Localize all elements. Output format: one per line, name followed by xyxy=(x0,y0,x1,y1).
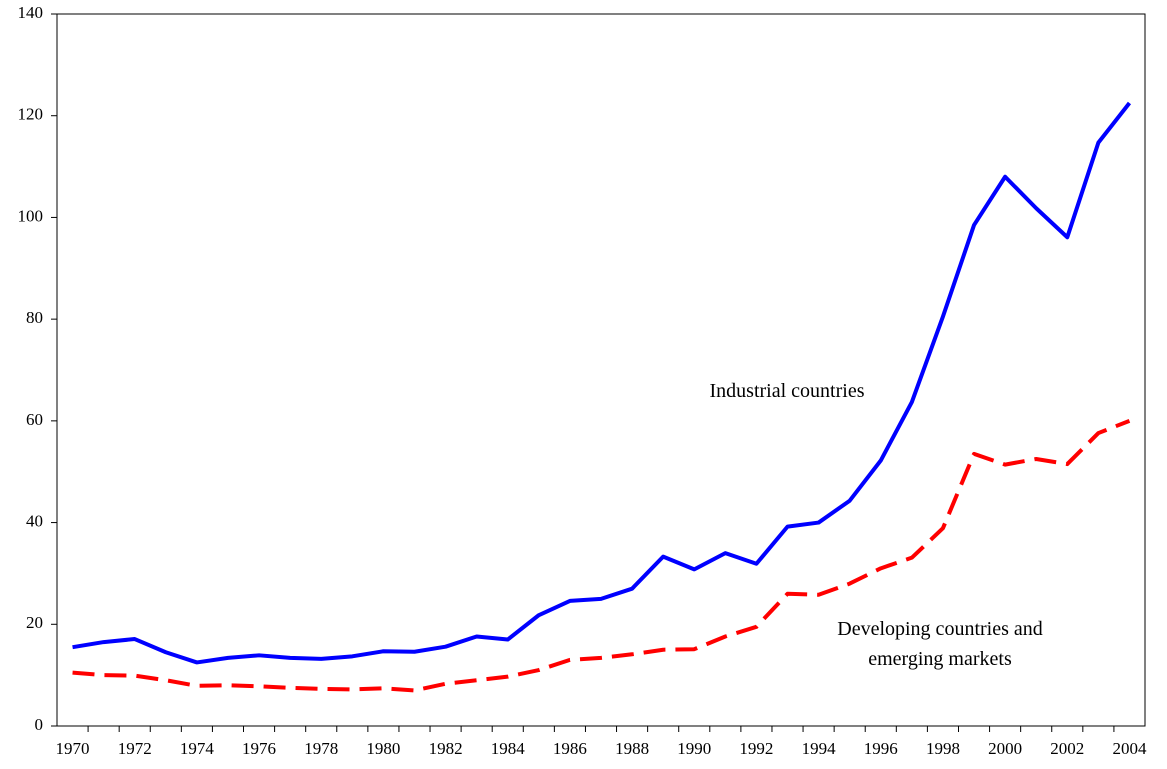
y-tick-label: 60 xyxy=(26,410,43,429)
x-tick-label: 1970 xyxy=(56,739,90,758)
y-tick-label: 40 xyxy=(26,511,43,530)
x-tick-label: 1992 xyxy=(739,739,773,758)
y-tick-label: 140 xyxy=(18,3,44,22)
series-annotation: Developing countries and emerging market… xyxy=(837,618,1043,670)
x-tick-label: 1996 xyxy=(864,739,898,758)
y-tick-label: 80 xyxy=(26,308,43,327)
series-line xyxy=(72,101,1132,665)
x-tick-label: 1972 xyxy=(118,739,152,758)
x-tick-label: 1982 xyxy=(429,739,463,758)
x-tick-label: 1994 xyxy=(802,739,837,758)
x-tick-label: 2000 xyxy=(988,739,1022,758)
x-tick-label: 1978 xyxy=(304,739,338,758)
x-tick-label: 1984 xyxy=(491,739,526,758)
series-line xyxy=(72,418,1131,693)
plot-frame xyxy=(56,13,1146,727)
y-tick-label: 120 xyxy=(18,105,44,124)
x-tick-label: 2004 xyxy=(1112,739,1147,758)
series-annotation: Industrial countries xyxy=(709,380,865,402)
x-tick-label: 1988 xyxy=(615,739,649,758)
y-tick-label: 100 xyxy=(18,206,44,225)
x-tick-label: 1986 xyxy=(553,739,587,758)
y-tick-label: 0 xyxy=(35,715,44,734)
x-tick-label: 1976 xyxy=(242,739,276,758)
x-tick-label: 1998 xyxy=(926,739,960,758)
x-tick-label: 1990 xyxy=(677,739,711,758)
x-tick-label: 1980 xyxy=(366,739,400,758)
x-tick-label: 1974 xyxy=(180,739,215,758)
x-tick-label: 2002 xyxy=(1050,739,1084,758)
y-tick-label: 20 xyxy=(26,613,43,632)
